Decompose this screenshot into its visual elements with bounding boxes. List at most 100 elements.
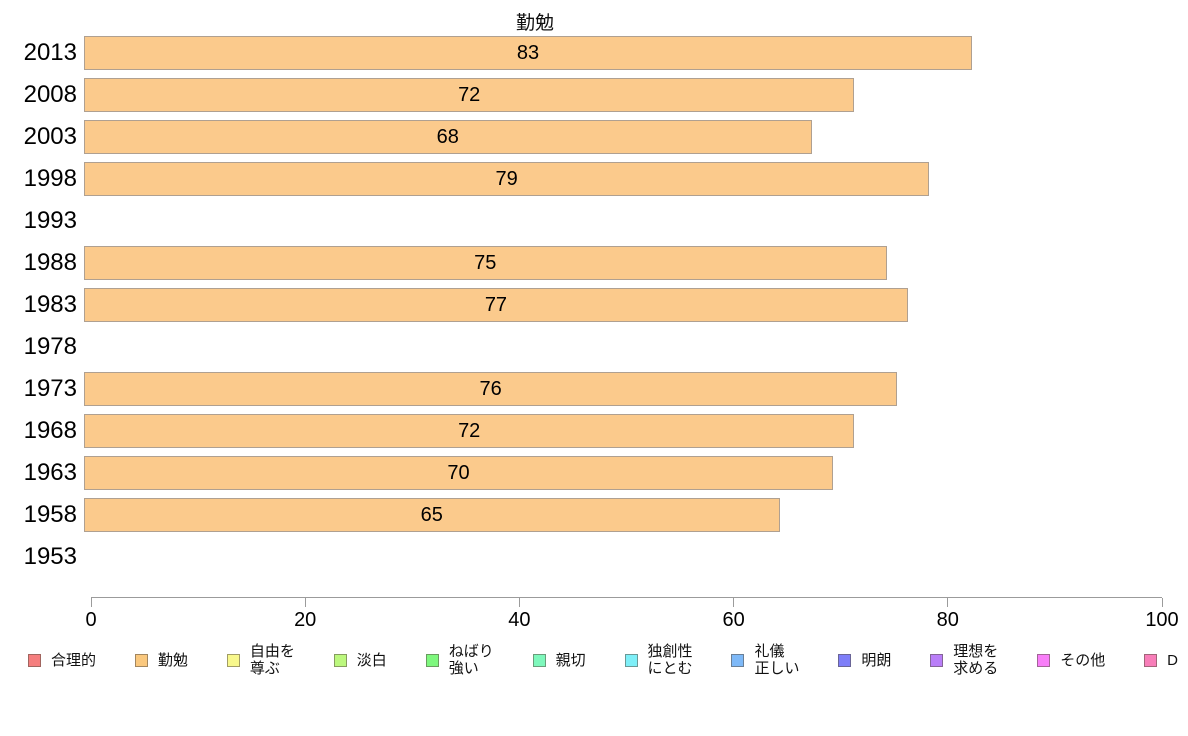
legend-swatch-icon (532, 653, 546, 667)
legend-swatch-icon (226, 653, 240, 667)
legend-label: 親切 (555, 651, 586, 669)
y-axis-label: 1953 (23, 543, 77, 570)
legend-label: 淡白 (356, 651, 387, 669)
legend-swatch-icon (1037, 653, 1051, 667)
plot-area: 2013 83 2008 72 2003 68 1998 79 1993 1988 75 1983 77… (0, 32, 1188, 578)
legend-swatch-icon (624, 653, 638, 667)
bar-value-label: 70 (447, 461, 470, 484)
chart-row: 1973 76 (0, 368, 1188, 410)
chart-title: 勤勉 (515, 13, 555, 34)
bar: 77 (84, 288, 908, 322)
legend-swatch-icon (28, 653, 41, 667)
bar: 75 (84, 246, 887, 280)
y-axis-label: 1983 (23, 291, 77, 318)
bar: 72 (84, 414, 855, 448)
legend-label: 明朗 (861, 651, 892, 669)
x-axis-tick (304, 598, 306, 607)
legend-label: 独創性 にとむ (647, 643, 693, 677)
bar-track: 65 (84, 494, 1154, 536)
legend-label: 勤勉 (157, 651, 188, 669)
x-axis-tick (1161, 598, 1163, 607)
bar-track: 83 (84, 32, 1154, 74)
bar-track: 72 (84, 74, 1154, 116)
x-axis-tick-label: 100 (1145, 609, 1179, 631)
y-axis-label: 1993 (23, 207, 77, 234)
chart-row: 1993 (0, 200, 1188, 242)
bar: 72 (84, 78, 855, 112)
legend-swatch-icon (333, 653, 347, 667)
bar: 79 (84, 162, 930, 196)
x-axis-tick (947, 598, 949, 607)
chart-row: 1953 (0, 536, 1188, 578)
bar-track: 76 (84, 368, 1154, 410)
x-axis: 0 20 40 60 80 100 (85, 597, 1179, 631)
legend-swatch-icon (425, 653, 439, 667)
legend-item[interactable]: D (1144, 652, 1178, 669)
y-axis-label: 2003 (23, 123, 77, 150)
chart-row: 1978 (0, 326, 1188, 368)
x-axis-tick-label: 40 (508, 609, 531, 631)
chart-row: 1968 72 (0, 410, 1188, 452)
chart-row: 1983 77 (0, 284, 1188, 326)
bar: 65 (84, 498, 780, 532)
legend-item[interactable]: 明朗 (838, 652, 891, 669)
legend-swatch-icon (838, 653, 852, 667)
bar-track (84, 200, 1154, 242)
bar-track: 79 (84, 158, 1154, 200)
legend-item[interactable]: 自由を 尊ぶ (226, 643, 295, 677)
y-axis-label: 1958 (23, 501, 77, 528)
y-axis-label: 1998 (23, 165, 77, 192)
x-axis-tick-label: 80 (936, 609, 959, 631)
y-axis-label: 1963 (23, 459, 77, 486)
bar-value-label: 75 (474, 251, 497, 274)
bar: 83 (84, 36, 973, 70)
x-axis-tick (518, 598, 520, 607)
legend-label: その他 (1060, 651, 1106, 669)
bar-track: 72 (84, 410, 1154, 452)
bar-value-label: 83 (516, 41, 540, 64)
legend-swatch-icon (930, 653, 944, 667)
x-axis-tick-label: 0 (85, 609, 97, 631)
legend-item[interactable]: 独創性 にとむ (624, 643, 693, 677)
chart-row: 1963 70 (0, 452, 1188, 494)
y-axis-label: 2008 (23, 81, 77, 108)
legend-item[interactable]: 合理的 (28, 652, 96, 669)
chart-row: 2003 68 (0, 116, 1188, 158)
bar-track (84, 536, 1154, 578)
legend-label: D (1167, 651, 1178, 669)
legend-item[interactable]: 親切 (532, 651, 586, 669)
legend-label: 理想を 求める (953, 643, 999, 677)
bar-track: 70 (84, 452, 1154, 494)
bar: 68 (84, 120, 812, 154)
y-axis-label: 1973 (23, 375, 77, 402)
bar-track (84, 326, 1154, 368)
x-axis-tick-label: 60 (722, 609, 745, 631)
legend-swatch-icon (1144, 653, 1158, 667)
legend-item[interactable]: その他 (1037, 652, 1105, 669)
chart-row: 1998 79 (0, 158, 1188, 200)
bar: 76 (84, 372, 898, 406)
chart-row: 2008 72 (0, 74, 1188, 116)
x-axis-tick (733, 598, 735, 607)
bar-value-label: 76 (479, 377, 502, 400)
x-axis-tick (90, 598, 92, 607)
legend-item[interactable]: ねばり 強い (425, 643, 494, 677)
bar-value-label: 68 (436, 125, 459, 148)
legend-label: 自由を 尊ぶ (249, 643, 295, 677)
legend-item[interactable]: 淡白 (333, 651, 387, 669)
bar-value-label: 72 (458, 83, 481, 106)
legend-label: ねばり 強い (448, 643, 494, 677)
y-axis-label: 2013 (23, 39, 77, 66)
legend-item[interactable]: 理想を 求める (930, 643, 998, 677)
bar-value-label: 65 (420, 503, 443, 526)
bar-value-label: 72 (458, 419, 481, 442)
bar-track: 75 (84, 242, 1154, 284)
bar-value-label: 77 (484, 293, 508, 316)
bar-track: 68 (84, 116, 1154, 158)
legend-label: 礼儀 正しい (754, 643, 800, 677)
legend-item[interactable]: 勤勉 (134, 651, 188, 669)
chart-row: 1988 75 (0, 242, 1188, 284)
y-axis-label: 1968 (23, 417, 77, 444)
legend-item[interactable]: 礼儀 正しい (731, 643, 799, 677)
